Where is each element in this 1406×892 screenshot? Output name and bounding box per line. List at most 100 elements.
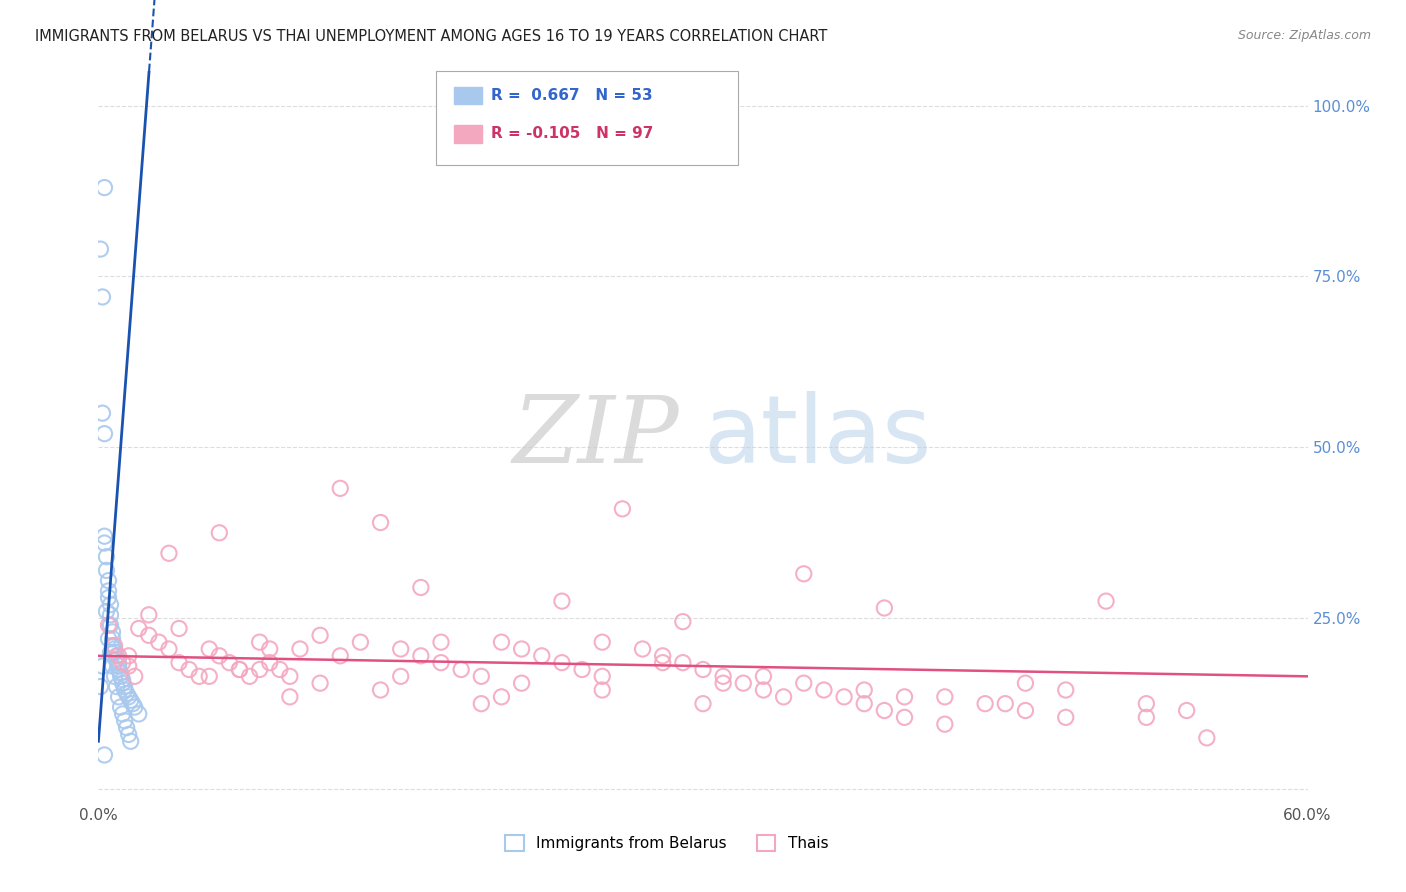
- Text: atlas: atlas: [703, 391, 931, 483]
- Point: [100, 618, 122, 632]
- Point: [91, 290, 114, 304]
- Point: [409, 581, 432, 595]
- Point: [409, 648, 432, 663]
- Point: [1054, 710, 1077, 724]
- Point: [138, 607, 160, 622]
- Point: [450, 663, 472, 677]
- Point: [111, 656, 134, 670]
- Point: [672, 656, 695, 670]
- Point: [934, 717, 956, 731]
- Point: [470, 669, 492, 683]
- Point: [97, 618, 120, 632]
- Point: [115, 686, 138, 700]
- Point: [111, 673, 134, 687]
- Point: [93, 747, 115, 762]
- Point: [110, 700, 132, 714]
- Point: [239, 669, 262, 683]
- Point: [813, 683, 835, 698]
- Point: [853, 697, 876, 711]
- Point: [651, 648, 673, 663]
- Point: [228, 663, 250, 677]
- Point: [110, 665, 132, 680]
- Point: [530, 648, 553, 663]
- Point: [278, 669, 301, 683]
- Point: [120, 734, 142, 748]
- Point: [832, 690, 855, 704]
- Point: [510, 676, 533, 690]
- Point: [1135, 697, 1157, 711]
- Point: [118, 690, 141, 704]
- Point: [107, 690, 129, 704]
- Point: [167, 656, 190, 670]
- Point: [1054, 683, 1077, 698]
- Point: [188, 669, 211, 683]
- Point: [278, 690, 301, 704]
- Point: [974, 697, 997, 711]
- Point: [491, 635, 513, 649]
- Point: [309, 676, 332, 690]
- Point: [1014, 676, 1036, 690]
- Point: [111, 676, 134, 690]
- Point: [97, 591, 120, 605]
- Point: [103, 642, 125, 657]
- Point: [249, 663, 271, 677]
- Point: [853, 683, 876, 698]
- Point: [1135, 710, 1157, 724]
- Point: [370, 516, 392, 530]
- Point: [103, 645, 125, 659]
- Point: [167, 622, 190, 636]
- Point: [103, 639, 125, 653]
- Point: [110, 669, 132, 683]
- Point: [138, 628, 160, 642]
- Point: [121, 697, 143, 711]
- Point: [107, 656, 129, 670]
- Point: [218, 656, 240, 670]
- Point: [1175, 704, 1198, 718]
- Point: [752, 683, 775, 698]
- Point: [591, 669, 613, 683]
- Point: [118, 727, 141, 741]
- Point: [571, 663, 593, 677]
- Point: [329, 481, 352, 495]
- Text: R =  0.667   N = 53: R = 0.667 N = 53: [491, 88, 652, 103]
- Point: [631, 642, 654, 657]
- Point: [157, 546, 180, 560]
- Point: [692, 663, 714, 677]
- Point: [148, 635, 170, 649]
- Point: [91, 406, 114, 420]
- Point: [114, 714, 136, 728]
- Point: [128, 706, 150, 721]
- Point: [107, 663, 129, 677]
- Point: [370, 683, 392, 698]
- Text: R = -0.105   N = 97: R = -0.105 N = 97: [491, 127, 652, 141]
- Point: [873, 704, 896, 718]
- Point: [118, 648, 141, 663]
- Point: [208, 525, 231, 540]
- Point: [793, 676, 815, 690]
- Point: [101, 632, 124, 646]
- Point: [711, 676, 734, 690]
- Point: [93, 180, 115, 194]
- Point: [329, 648, 352, 663]
- Point: [309, 628, 332, 642]
- Point: [349, 635, 371, 649]
- Point: [873, 601, 896, 615]
- Point: [101, 659, 124, 673]
- Point: [93, 529, 115, 543]
- Point: [259, 642, 281, 657]
- Point: [692, 697, 714, 711]
- Point: [551, 656, 574, 670]
- Point: [100, 645, 122, 659]
- Point: [491, 690, 513, 704]
- Point: [1014, 704, 1036, 718]
- Point: [752, 669, 775, 683]
- Point: [111, 706, 134, 721]
- Point: [101, 639, 124, 653]
- Point: [96, 549, 118, 564]
- Point: [179, 663, 201, 677]
- Point: [97, 583, 120, 598]
- Point: [1195, 731, 1218, 745]
- Point: [105, 648, 128, 663]
- Point: [893, 710, 915, 724]
- Point: [389, 669, 412, 683]
